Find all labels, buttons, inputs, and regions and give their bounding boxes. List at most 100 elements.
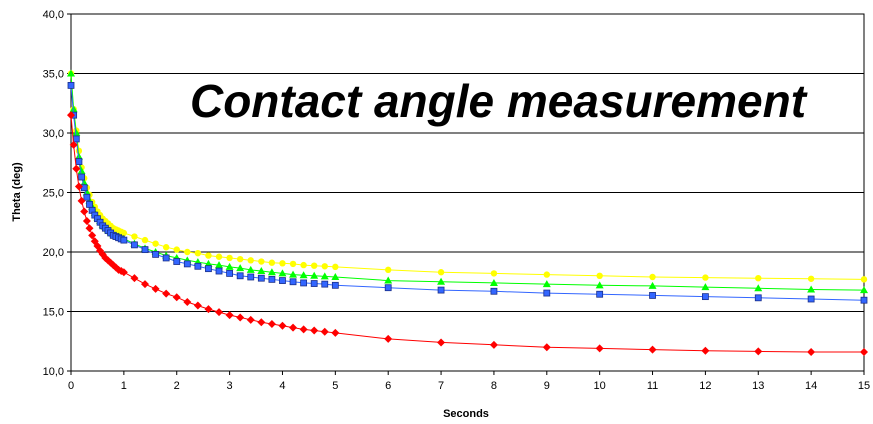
data-point	[310, 326, 319, 335]
data-point	[490, 270, 498, 277]
data-point	[162, 254, 170, 262]
data-point	[67, 69, 75, 77]
data-point	[384, 276, 393, 284]
data-point	[83, 193, 91, 201]
y-tick-label: 30,0	[43, 128, 64, 140]
data-point	[320, 327, 329, 336]
data-point	[215, 267, 223, 275]
series-3	[67, 82, 868, 304]
data-series	[67, 69, 868, 356]
data-point	[299, 271, 308, 279]
x-tick-label: 4	[279, 380, 285, 392]
data-point	[184, 248, 191, 256]
x-tick-label: 11	[647, 380, 658, 392]
data-point	[77, 196, 86, 205]
data-point	[72, 135, 80, 143]
series-line	[70, 115, 864, 353]
data-point	[595, 344, 604, 353]
data-point	[236, 272, 244, 280]
data-point	[204, 259, 213, 267]
x-tick-label: 15	[858, 380, 870, 392]
data-point	[289, 270, 298, 278]
data-point	[807, 285, 816, 293]
data-point	[204, 305, 213, 314]
data-point	[141, 280, 150, 289]
data-point	[321, 263, 328, 270]
data-point	[183, 260, 191, 268]
y-axis-title: Theta (deg)	[11, 162, 23, 222]
data-point	[385, 266, 392, 274]
data-point	[75, 158, 83, 165]
data-point	[332, 263, 339, 271]
series-4	[67, 111, 868, 356]
data-point	[69, 105, 78, 113]
data-point	[542, 343, 551, 352]
data-point	[246, 265, 255, 273]
data-point	[755, 274, 762, 282]
data-point	[321, 280, 329, 288]
data-point	[320, 272, 329, 280]
data-point	[86, 200, 93, 208]
data-point	[72, 164, 81, 173]
data-point	[141, 236, 149, 244]
data-point	[215, 308, 224, 317]
data-point	[300, 279, 308, 287]
x-tick-label: 2	[174, 380, 180, 392]
data-point	[384, 334, 393, 343]
data-point	[67, 111, 75, 120]
data-point	[141, 246, 149, 254]
data-point	[310, 280, 318, 287]
x-tick-label: 9	[544, 380, 550, 392]
data-point	[702, 293, 709, 301]
data-point	[74, 152, 83, 160]
data-point	[267, 319, 276, 328]
data-point	[595, 281, 604, 289]
x-tick-label: 14	[805, 380, 817, 392]
y-tick-label: 15,0	[43, 307, 64, 319]
data-point	[258, 258, 265, 265]
data-point	[299, 325, 308, 334]
data-point	[331, 328, 340, 337]
data-point	[702, 274, 709, 281]
x-tick-label: 0	[68, 380, 74, 392]
data-point	[247, 273, 255, 281]
data-point	[131, 233, 138, 240]
data-point	[183, 297, 192, 306]
data-point	[279, 277, 286, 284]
data-point	[289, 278, 297, 286]
data-point	[437, 338, 446, 347]
data-point	[649, 273, 656, 281]
data-point	[131, 241, 138, 249]
data-point	[173, 258, 181, 265]
data-point	[310, 271, 319, 279]
data-point	[860, 286, 868, 294]
data-point	[267, 268, 276, 276]
x-tick-label: 8	[491, 380, 497, 392]
data-point	[77, 167, 86, 175]
data-point	[754, 284, 763, 292]
y-tick-label: 10,0	[43, 366, 64, 378]
x-tick-label: 12	[699, 380, 711, 392]
data-point	[257, 274, 265, 282]
data-point	[74, 182, 83, 191]
data-point	[289, 260, 297, 268]
data-point	[543, 271, 550, 278]
data-point	[701, 283, 710, 291]
x-tick-label: 5	[332, 380, 338, 392]
y-tick-label: 40,0	[43, 9, 64, 21]
data-point	[247, 257, 254, 264]
data-point	[80, 178, 89, 186]
data-point	[173, 246, 180, 253]
data-point	[289, 323, 298, 332]
data-point	[130, 274, 139, 283]
x-tick-label: 3	[227, 380, 233, 392]
data-point	[194, 262, 202, 270]
data-point	[807, 275, 815, 282]
y-axis-ticks: 10,0 15,0 20,0 25,0 30,0 35,0 40,0	[43, 9, 71, 378]
data-point	[80, 207, 89, 216]
data-point	[120, 229, 128, 237]
gridlines	[71, 13, 864, 372]
data-point	[236, 264, 245, 272]
x-tick-label: 10	[594, 380, 606, 392]
